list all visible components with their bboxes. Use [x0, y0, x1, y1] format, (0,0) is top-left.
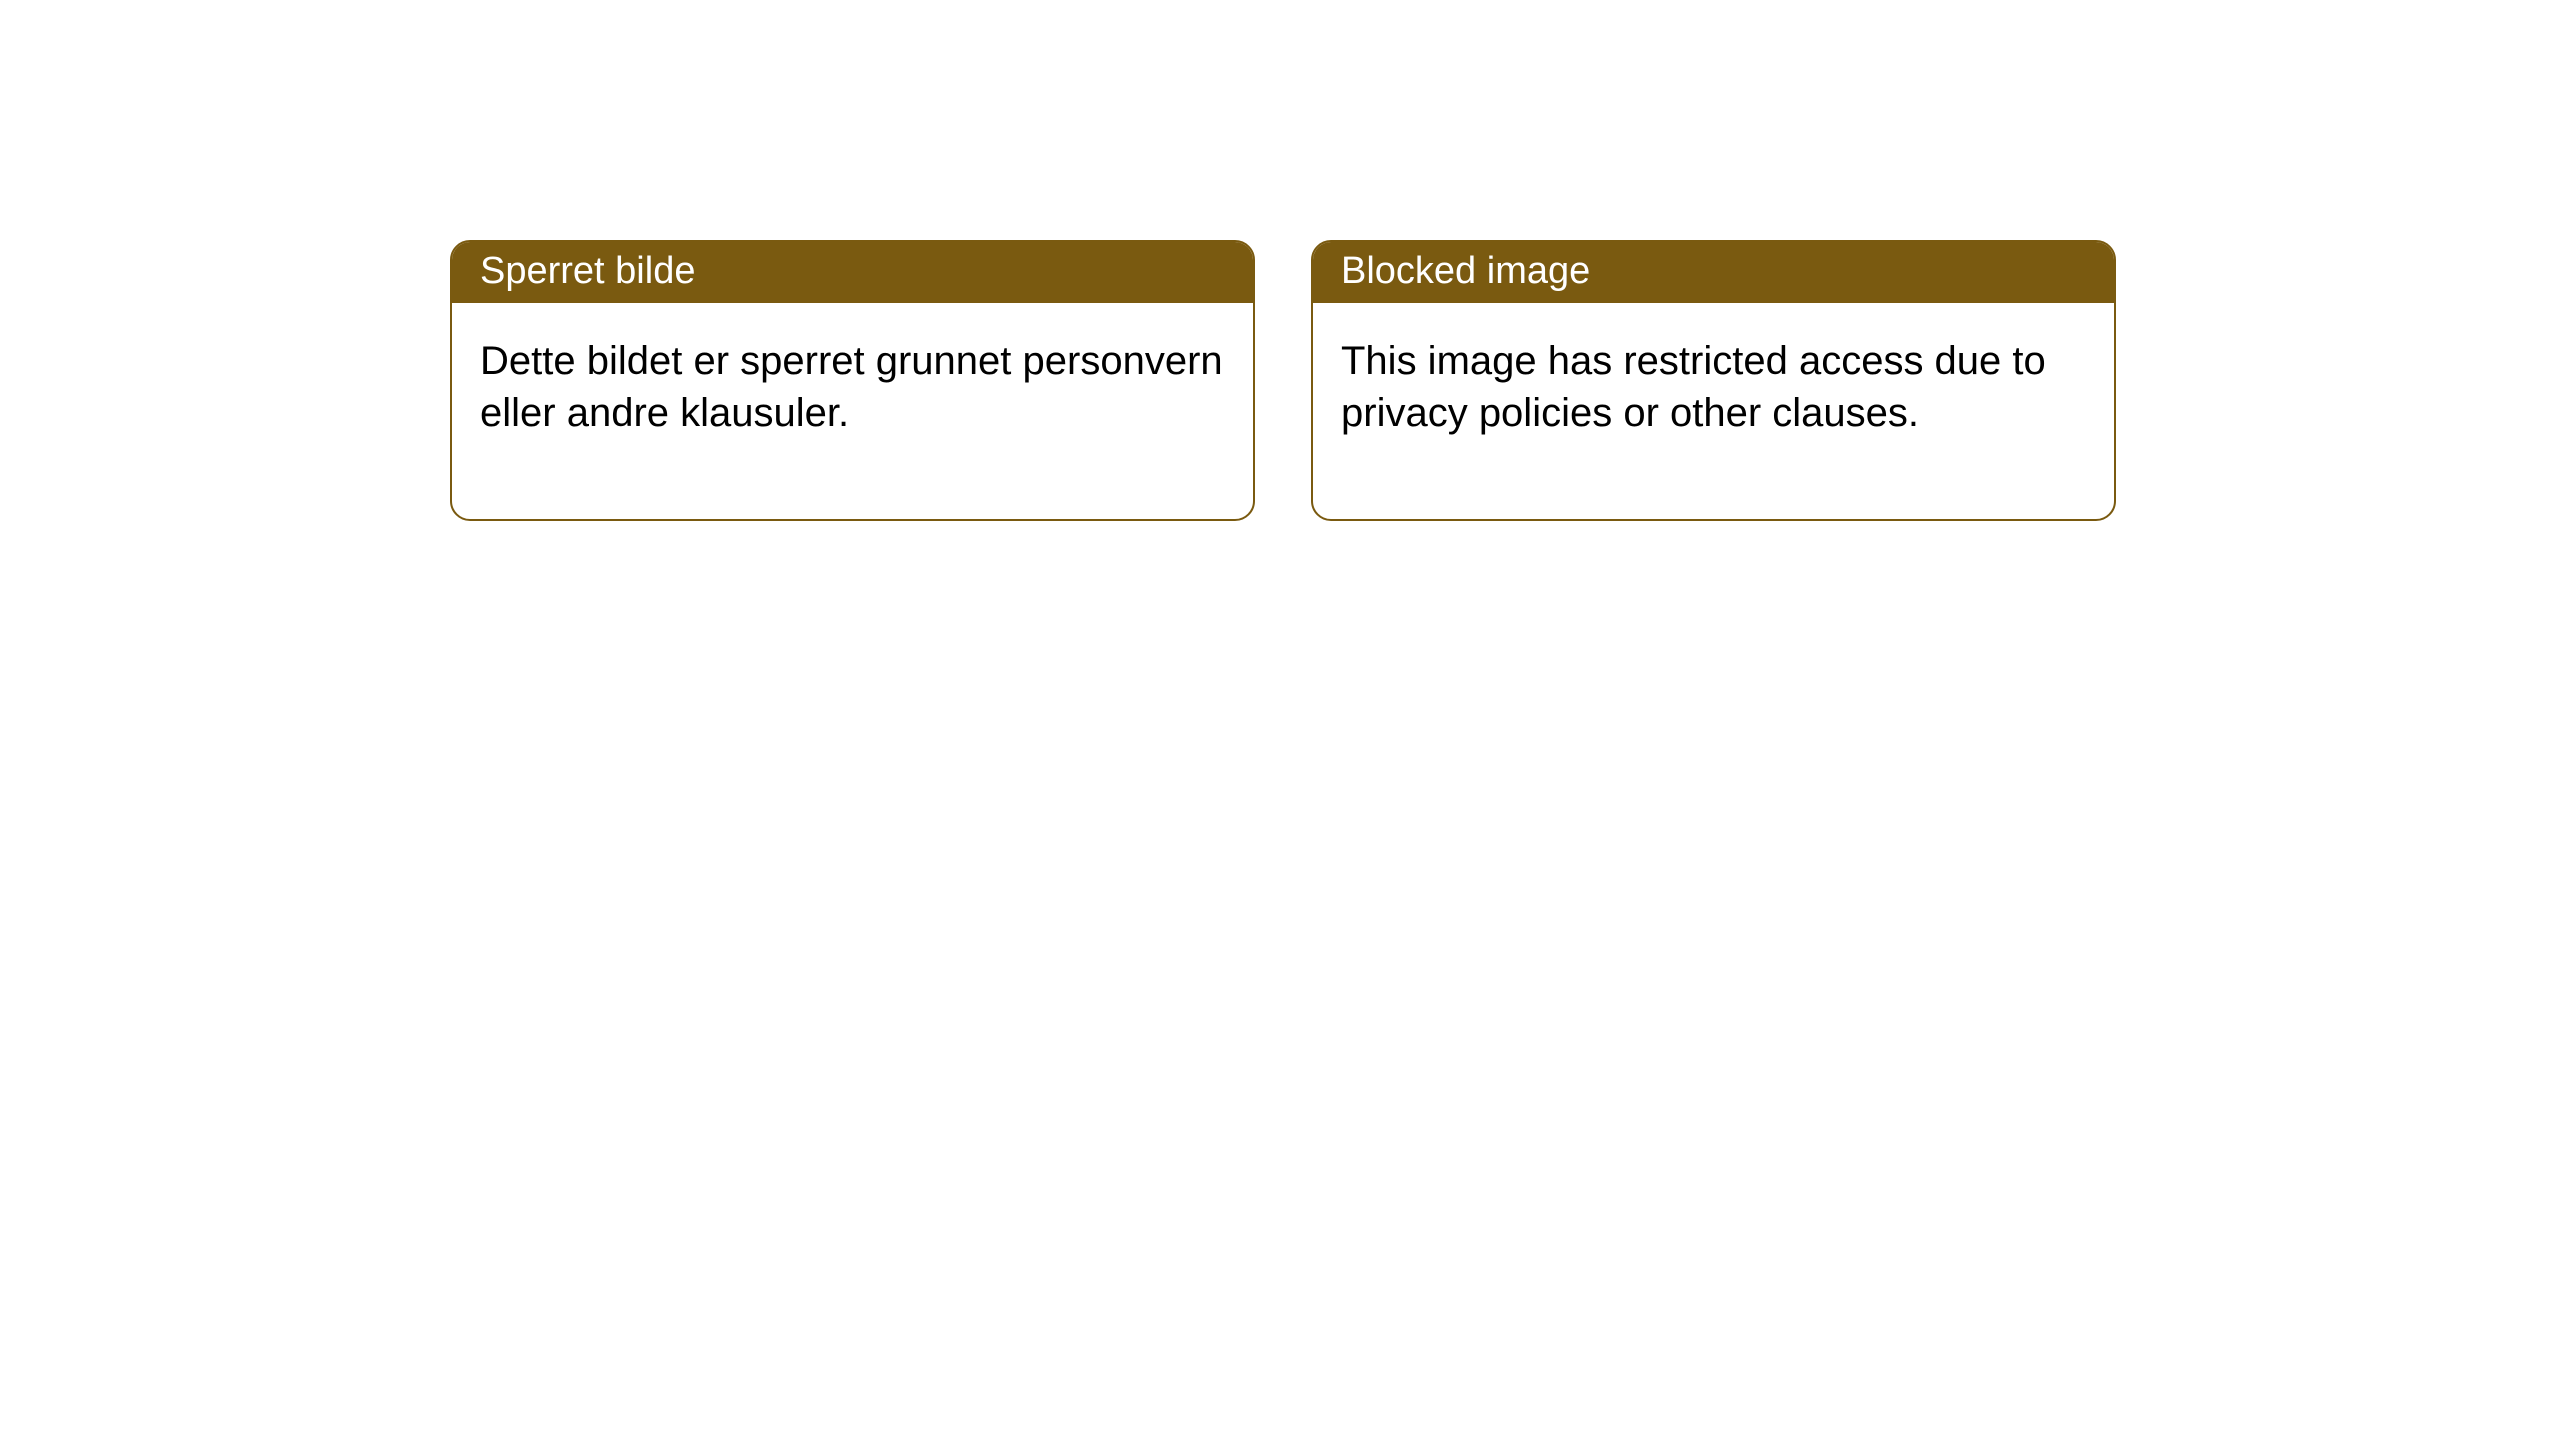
notice-body-no: Dette bildet er sperret grunnet personve… [452, 303, 1253, 519]
notice-title-en: Blocked image [1313, 242, 2114, 303]
notice-body-en: This image has restricted access due to … [1313, 303, 2114, 519]
blocked-image-notice-no: Sperret bilde Dette bildet er sperret gr… [450, 240, 1255, 521]
notice-title-no: Sperret bilde [452, 242, 1253, 303]
notice-container: Sperret bilde Dette bildet er sperret gr… [0, 0, 2560, 521]
blocked-image-notice-en: Blocked image This image has restricted … [1311, 240, 2116, 521]
